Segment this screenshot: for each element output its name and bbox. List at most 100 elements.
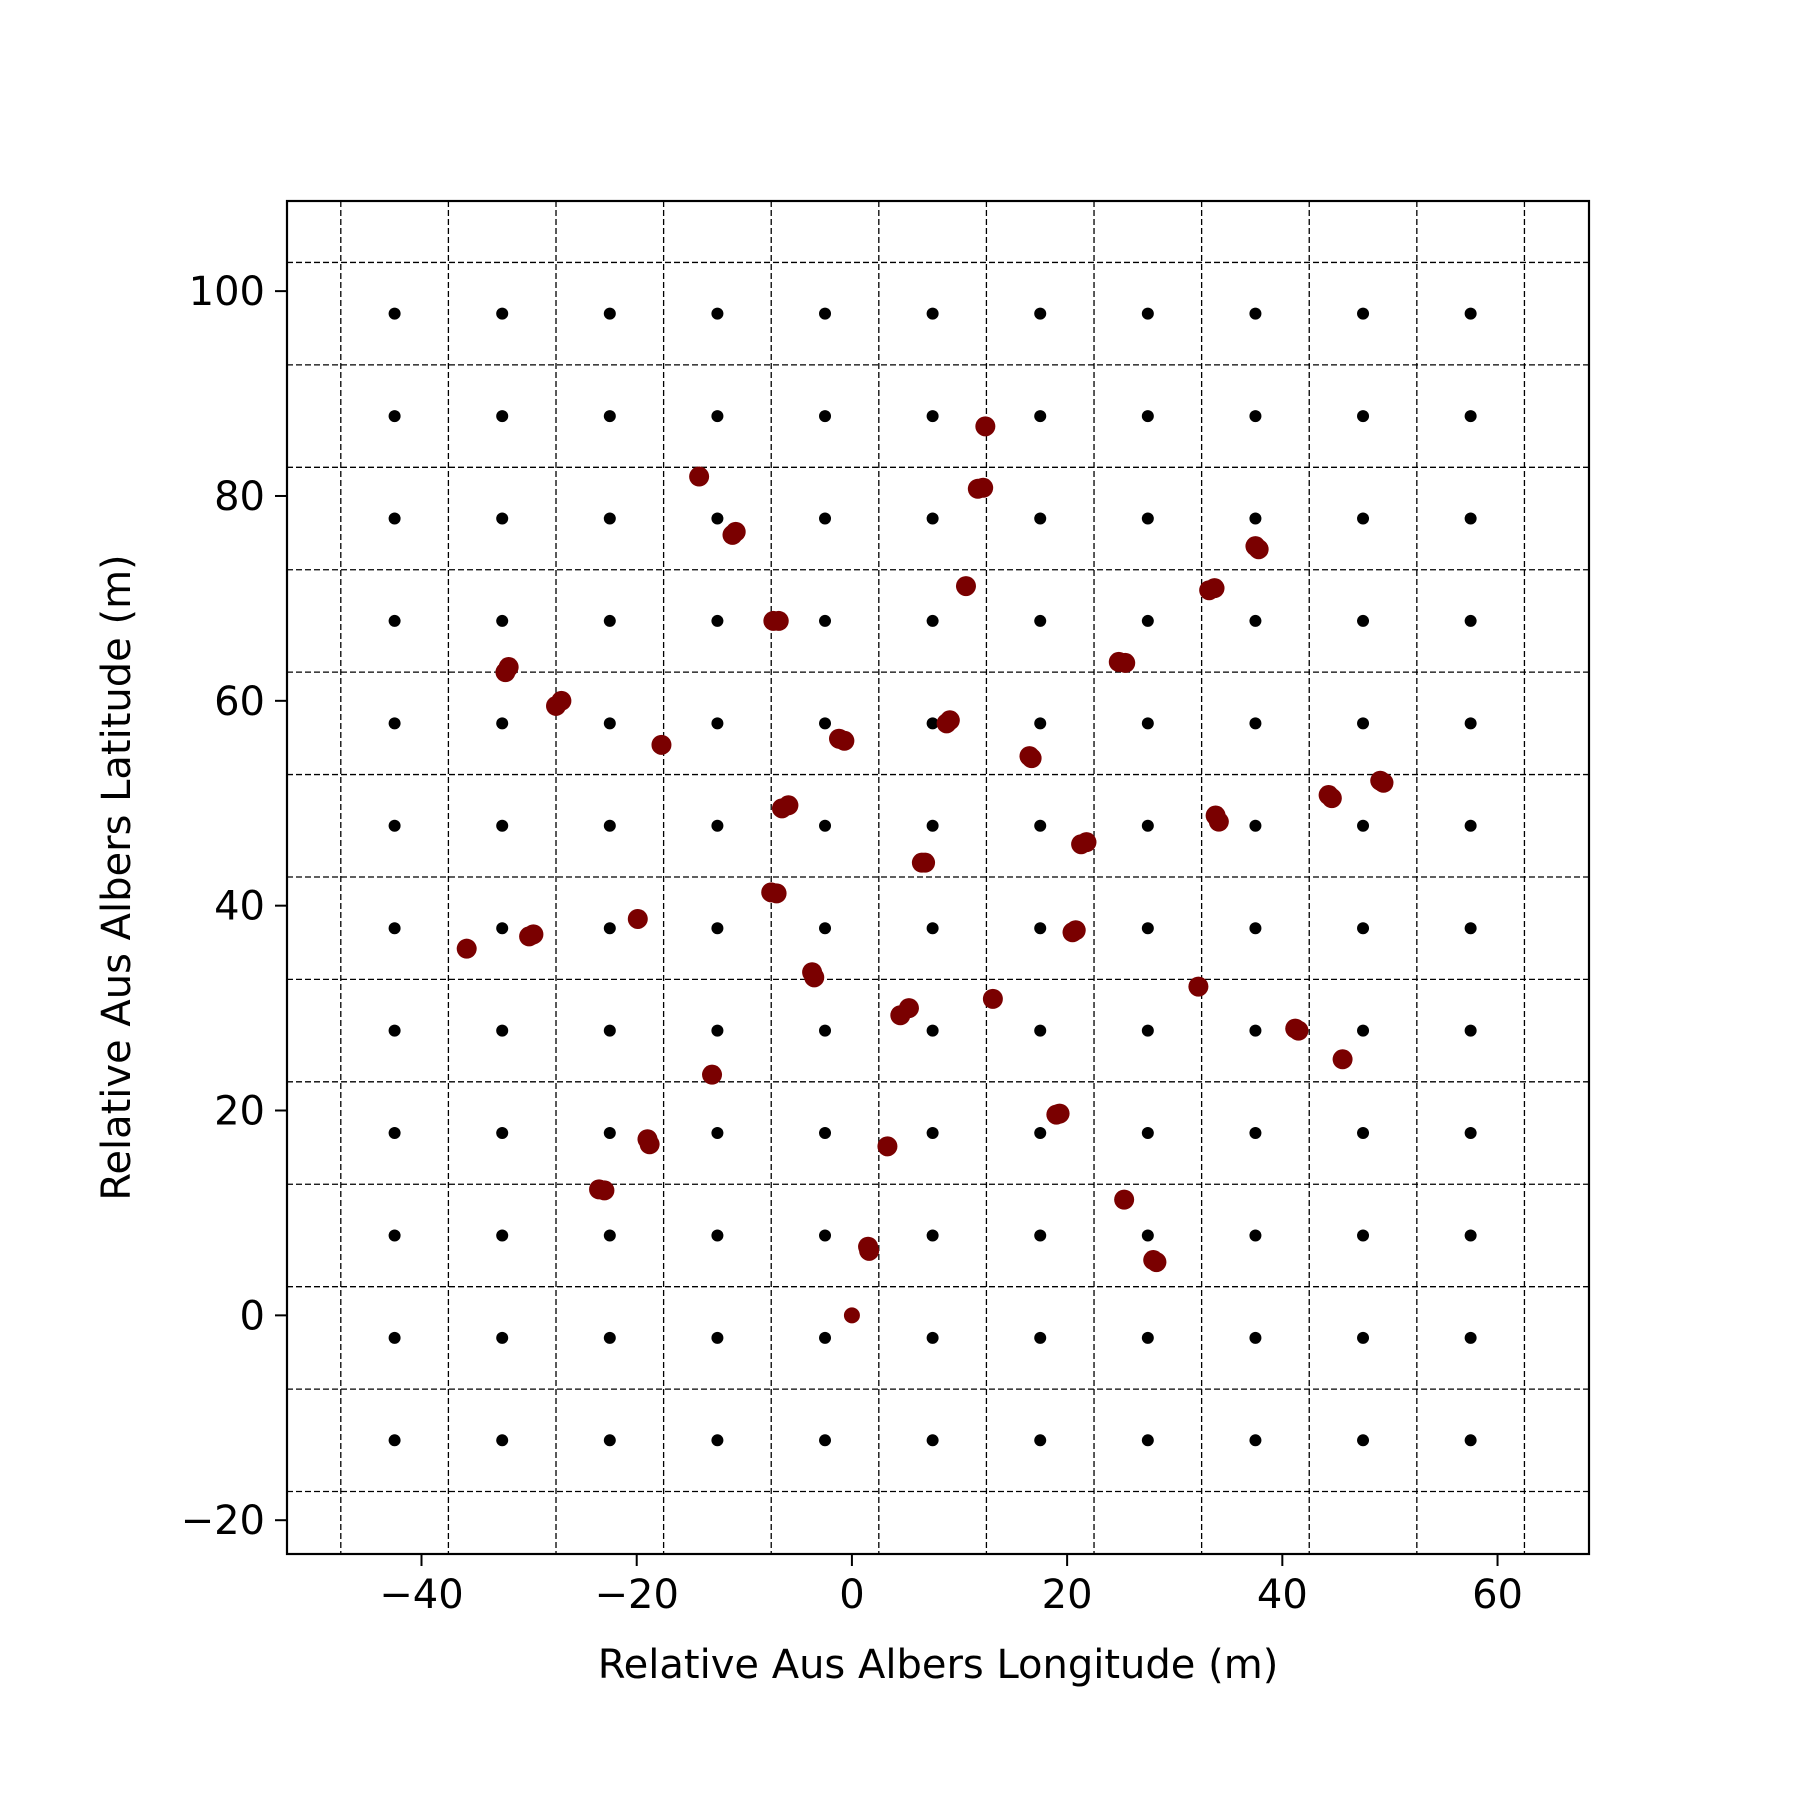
sample-point [702, 1064, 723, 1085]
reference-point [1141, 1229, 1154, 1242]
reference-point [388, 410, 401, 423]
x-axis-label: Relative Aus Albers Longitude (m) [598, 1642, 1279, 1688]
sample-point [1332, 1049, 1353, 1070]
reference-point [711, 1434, 724, 1447]
sample-point [982, 988, 1003, 1009]
reference-point [711, 717, 724, 730]
sample-point [594, 1180, 615, 1201]
reference-point [819, 512, 832, 525]
reference-point [496, 1434, 509, 1447]
sample-point [1115, 652, 1136, 673]
reference-point [603, 1024, 616, 1037]
reference-point [1464, 717, 1477, 730]
reference-point [1357, 1434, 1370, 1447]
reference-point [1034, 614, 1047, 627]
reference-point [819, 922, 832, 935]
reference-point [1249, 614, 1262, 627]
reference-point [1034, 1229, 1047, 1242]
reference-point [603, 717, 616, 730]
sample-point [915, 852, 936, 873]
reference-point [496, 1331, 509, 1344]
sample-point [456, 938, 477, 959]
reference-point [711, 819, 724, 832]
reference-point [1357, 1024, 1370, 1037]
sample-point [939, 710, 960, 731]
reference-point [388, 512, 401, 525]
reference-point [1141, 922, 1154, 935]
reference-point [1357, 512, 1370, 525]
reference-point [926, 1434, 939, 1447]
reference-point [1249, 1331, 1262, 1344]
reference-point [1464, 922, 1477, 935]
ticks-layer: −40 −20 0 20 40 60 −20 0 20 40 60 80 100 [181, 269, 1523, 1618]
reference-point [926, 1229, 939, 1242]
reference-point [1464, 1024, 1477, 1037]
reference-point [926, 717, 939, 730]
sample-point [651, 734, 672, 755]
reference-point [1141, 717, 1154, 730]
reference-point [1464, 512, 1477, 525]
reference-point [1357, 717, 1370, 730]
reference-point [1464, 307, 1477, 320]
reference-point [496, 1229, 509, 1242]
reference-point [1357, 922, 1370, 935]
reference-point [1034, 922, 1047, 935]
y-tick-label: 0 [240, 1293, 265, 1339]
reference-point [1464, 614, 1477, 627]
reference-point [819, 1229, 832, 1242]
sample-point [1076, 832, 1097, 853]
reference-point [496, 410, 509, 423]
reference-point [926, 410, 939, 423]
sample-point [1021, 748, 1042, 769]
y-tick-label: 20 [214, 1089, 265, 1135]
reference-point [603, 307, 616, 320]
reference-point [1357, 1229, 1370, 1242]
sample-point [778, 795, 799, 816]
reference-point [1249, 1434, 1262, 1447]
reference-point [388, 307, 401, 320]
reference-point [496, 307, 509, 320]
sample-point [627, 908, 648, 929]
reference-point [1357, 307, 1370, 320]
reference-point [926, 307, 939, 320]
sample-point [1188, 976, 1209, 997]
sample-point [1288, 1020, 1309, 1041]
reference-point [819, 410, 832, 423]
reference-grid-points [388, 307, 1477, 1447]
reference-point [819, 1127, 832, 1140]
sample-point [1321, 788, 1342, 809]
reference-point [1034, 512, 1047, 525]
reference-point [711, 512, 724, 525]
sample-point [975, 416, 996, 437]
reference-point [1141, 307, 1154, 320]
y-tick-label: 80 [214, 474, 265, 520]
sample-point [639, 1134, 660, 1155]
y-tick-label: −20 [181, 1498, 265, 1544]
reference-point [711, 1127, 724, 1140]
reference-point [711, 410, 724, 423]
sample-point [804, 967, 825, 988]
reference-point [603, 614, 616, 627]
reference-point [388, 1024, 401, 1037]
sample-point [973, 477, 994, 498]
sample-point [1373, 772, 1394, 793]
reference-point [388, 1229, 401, 1242]
sample-point [1248, 539, 1269, 560]
sample-point [1204, 578, 1225, 599]
sample-point [1049, 1103, 1070, 1124]
reference-point [496, 614, 509, 627]
x-tick-label: 0 [839, 1572, 864, 1618]
sample-point [768, 610, 789, 631]
axes-frame [285, 199, 1591, 1556]
reference-point [1464, 819, 1477, 832]
sample-point [843, 1307, 860, 1324]
reference-point [388, 717, 401, 730]
sample-point [898, 998, 919, 1019]
x-tick-label: −40 [379, 1572, 463, 1618]
grid-layer [287, 201, 1589, 1554]
reference-point [388, 614, 401, 627]
reference-point [926, 614, 939, 627]
sample-point [1065, 920, 1086, 941]
